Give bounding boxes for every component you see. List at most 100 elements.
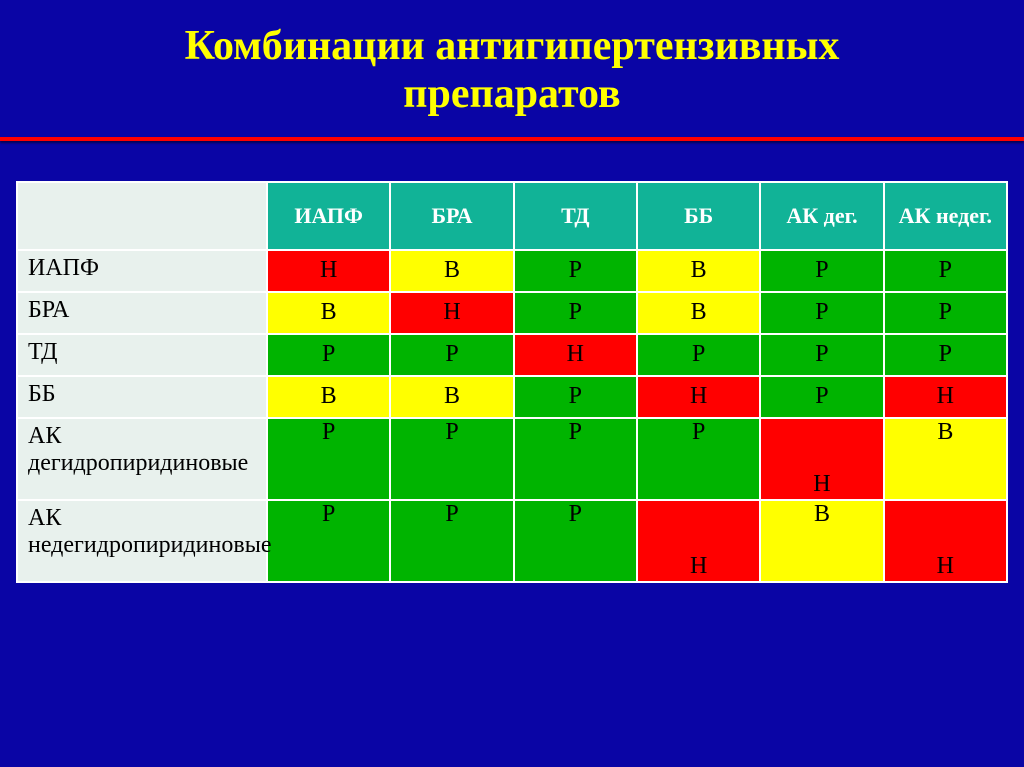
cell-value: Р (569, 383, 582, 410)
cell-value: В (321, 383, 337, 410)
row-label: ИАПФ (17, 250, 267, 292)
matrix-cell: Р (267, 418, 390, 500)
matrix-cell: Н (267, 250, 390, 292)
cell-value: Н (567, 341, 584, 368)
table-row: АК недегидропиридиновые Р Р Р Н В Н (17, 500, 1007, 582)
cell-value: Р (569, 257, 582, 284)
cell-value: Р (815, 299, 828, 326)
matrix-cell: Р (390, 500, 513, 582)
row-label: ТД (17, 334, 267, 376)
cell-value: В (937, 419, 953, 446)
cell-value: Р (322, 501, 335, 528)
matrix-cell: Р (760, 250, 883, 292)
title-underline (0, 137, 1024, 141)
matrix-cell: Р (884, 292, 1007, 334)
title-line-1: Комбинации антигипертензивных (185, 23, 840, 69)
header-corner (17, 182, 267, 250)
matrix-cell: Н (884, 376, 1007, 418)
cell-value: Р (569, 419, 582, 446)
slide-title: Комбинации антигипертензивных препаратов (0, 0, 1024, 137)
matrix-cell: В (390, 376, 513, 418)
cell-value: Р (445, 341, 458, 368)
cell-value: Н (937, 383, 954, 410)
cell-value: Р (445, 419, 458, 446)
cell-value: Р (322, 419, 335, 446)
row-label: АК недегидропиридиновые (17, 500, 267, 582)
cell-value: Р (815, 383, 828, 410)
row-label: БРА (17, 292, 267, 334)
matrix-cell: Н (760, 418, 883, 500)
matrix-cell: В (760, 500, 883, 582)
cell-value: Р (692, 341, 705, 368)
matrix-cell: Р (884, 250, 1007, 292)
cell-value: В (691, 299, 707, 326)
cell-value: Р (322, 341, 335, 368)
matrix-cell: Р (267, 334, 390, 376)
col-header: ББ (637, 182, 760, 250)
matrix-cell: Р (884, 334, 1007, 376)
cell-value: Н (320, 257, 337, 284)
header-row: ИАПФ БРА ТД ББ АК дег. АК недег. (17, 182, 1007, 250)
matrix-cell: Н (514, 334, 637, 376)
matrix-cell: Р (514, 500, 637, 582)
matrix-cell: Р (514, 292, 637, 334)
matrix-cell: Р (637, 418, 760, 500)
cell-value: Р (692, 419, 705, 446)
matrix-cell: Н (390, 292, 513, 334)
matrix-cell: В (637, 292, 760, 334)
slide: { "title_line1": "Комбинации антигиперте… (0, 0, 1024, 767)
combination-table: ИАПФ БРА ТД ББ АК дег. АК недег. ИАПФНВР… (16, 181, 1008, 583)
matrix-cell: Н (884, 500, 1007, 582)
cell-value: Р (569, 501, 582, 528)
table-row: ТД Р Р Н Р Р Р (17, 334, 1007, 376)
matrix-cell: Р (514, 376, 637, 418)
table-row: ИАПФ Н В Р В Р Р (17, 250, 1007, 292)
cell-value: Р (569, 299, 582, 326)
col-header: ТД (514, 182, 637, 250)
cell-value: Н (690, 501, 707, 580)
cell-value: Н (937, 501, 954, 580)
matrix-cell: Р (514, 418, 637, 500)
matrix-cell: В (267, 376, 390, 418)
cell-value: Р (815, 341, 828, 368)
matrix-cell: В (637, 250, 760, 292)
matrix-cell: Р (390, 334, 513, 376)
cell-value: В (444, 383, 460, 410)
matrix-cell: Р (760, 334, 883, 376)
matrix-cell: В (267, 292, 390, 334)
cell-value: Р (939, 341, 952, 368)
matrix-cell: В (884, 418, 1007, 500)
table-container: ИАПФ БРА ТД ББ АК дег. АК недег. ИАПФНВР… (0, 181, 1024, 583)
table-row: БРА В Н Р В Р Р (17, 292, 1007, 334)
col-header: АК дег. (760, 182, 883, 250)
matrix-cell: Р (760, 292, 883, 334)
matrix-cell: Р (267, 500, 390, 582)
cell-value: Н (813, 419, 830, 498)
row-label: АК дегидропиридиновые (17, 418, 267, 500)
cell-value: В (321, 299, 337, 326)
cell-value: Р (939, 257, 952, 284)
matrix-cell: Р (514, 250, 637, 292)
matrix-cell: Р (390, 418, 513, 500)
col-header: АК недег. (884, 182, 1007, 250)
table-row: ББ В В Р Н Р Н (17, 376, 1007, 418)
table-row: АК дегидропиридиновые Р Р Р Р Н В (17, 418, 1007, 500)
matrix-cell: Р (637, 334, 760, 376)
cell-value: В (444, 257, 460, 284)
matrix-cell: Н (637, 500, 760, 582)
table-body: ИАПФНВРВРРБРАВНРВРРТДРРНРРРББВВРНРНАК де… (17, 250, 1007, 582)
col-header: ИАПФ (267, 182, 390, 250)
matrix-cell: В (390, 250, 513, 292)
title-line-2: препаратов (403, 71, 620, 117)
cell-value: В (691, 257, 707, 284)
matrix-cell: Н (637, 376, 760, 418)
matrix-cell: Р (760, 376, 883, 418)
row-label: ББ (17, 376, 267, 418)
cell-value: Н (443, 299, 460, 326)
cell-value: Р (445, 501, 458, 528)
cell-value: В (814, 501, 830, 528)
cell-value: Н (690, 383, 707, 410)
cell-value: Р (815, 257, 828, 284)
col-header: БРА (390, 182, 513, 250)
cell-value: Р (939, 299, 952, 326)
